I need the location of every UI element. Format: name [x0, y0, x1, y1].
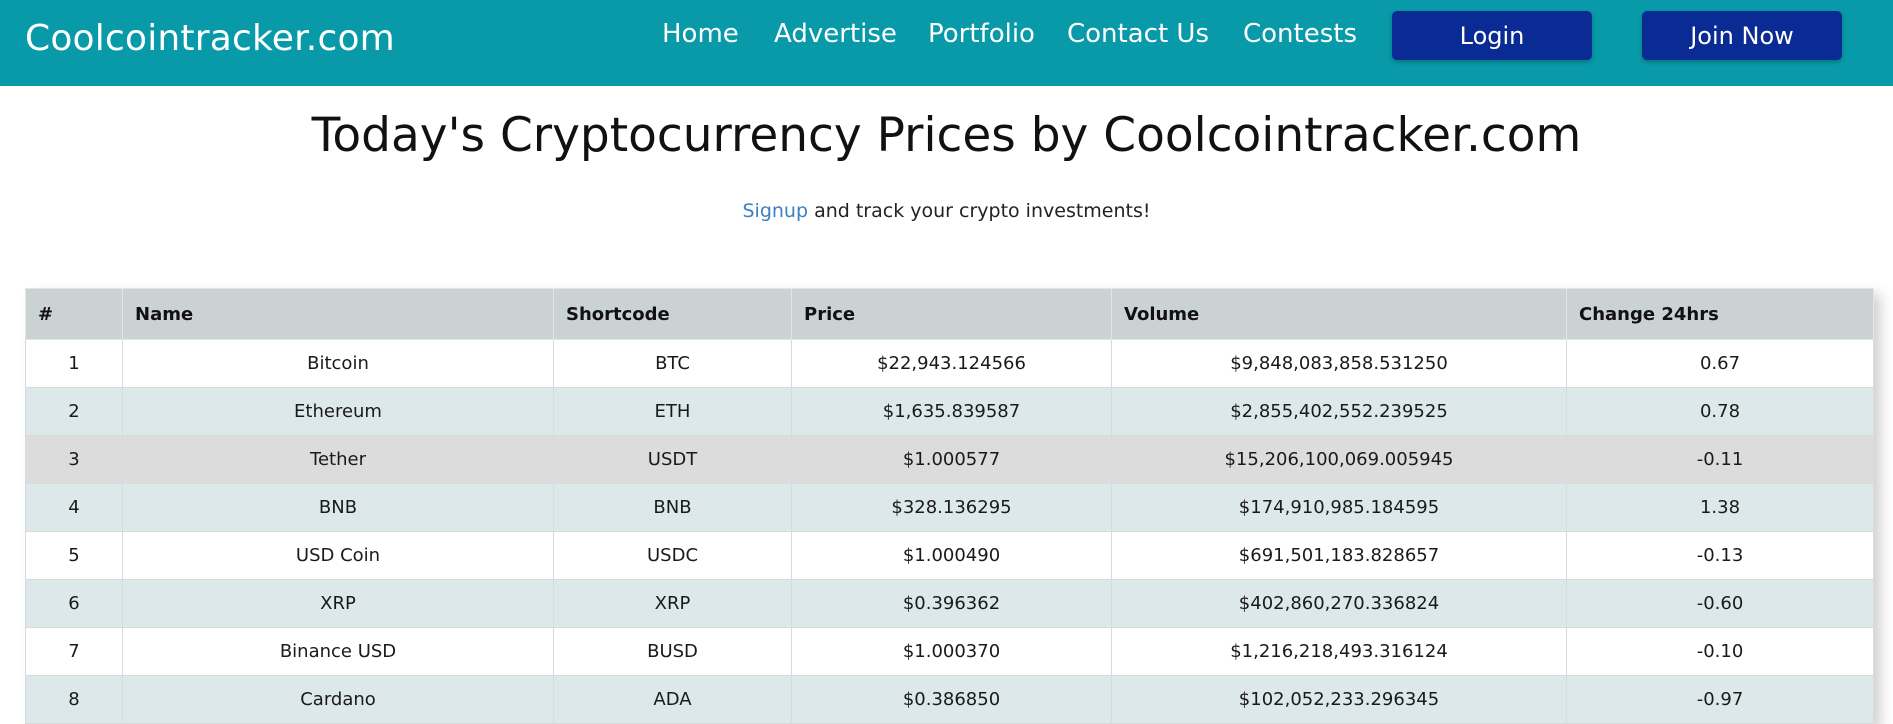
top-navbar: Coolcointracker.com Home Advertise Portf…: [0, 0, 1893, 86]
nav-link-portfolio[interactable]: Portfolio: [928, 19, 1035, 49]
cell-volume: $691,501,183.828657: [1111, 531, 1567, 580]
signup-prompt-text: and track your crypto investments!: [808, 200, 1151, 222]
cell-price: $1.000577: [791, 435, 1112, 484]
nav-link-contact-us[interactable]: Contact Us: [1067, 19, 1209, 49]
cell-shortcode: BUSD: [553, 627, 792, 676]
table-row[interactable]: 5 USD Coin USDC $1.000490 $691,501,183.8…: [25, 531, 1874, 580]
cell-price: $0.396362: [791, 579, 1112, 628]
column-header-change-24hrs[interactable]: Change 24hrs: [1566, 288, 1874, 340]
cell-volume: $174,910,985.184595: [1111, 483, 1567, 532]
cell-change-24hrs: 1.38: [1566, 483, 1874, 532]
cell-shortcode: BNB: [553, 483, 792, 532]
cell-change-24hrs: 0.78: [1566, 387, 1874, 436]
cell-rank: 5: [25, 531, 123, 580]
cell-rank: 7: [25, 627, 123, 676]
nav-link-contests[interactable]: Contests: [1243, 19, 1358, 49]
cell-price: $1,635.839587: [791, 387, 1112, 436]
cell-volume: $2,855,402,552.239525: [1111, 387, 1567, 436]
table-row[interactable]: 4 BNB BNB $328.136295 $174,910,985.18459…: [25, 483, 1874, 532]
cell-change-24hrs: -0.10: [1566, 627, 1874, 676]
nav-link-advertise[interactable]: Advertise: [774, 19, 897, 49]
cell-price: $1.000370: [791, 627, 1112, 676]
nav-link-home[interactable]: Home: [662, 19, 739, 49]
column-header-volume[interactable]: Volume: [1111, 288, 1567, 340]
table-header-row: # Name Shortcode Price Volume Change 24h…: [25, 288, 1874, 340]
cell-volume: $15,206,100,069.005945: [1111, 435, 1567, 484]
table-row[interactable]: 7 Binance USD BUSD $1.000370 $1,216,218,…: [25, 627, 1874, 676]
table-row[interactable]: 2 Ethereum ETH $1,635.839587 $2,855,402,…: [25, 387, 1874, 436]
table-row[interactable]: 3 Tether USDT $1.000577 $15,206,100,069.…: [25, 435, 1874, 484]
cell-shortcode: USDT: [553, 435, 792, 484]
cell-change-24hrs: 0.67: [1566, 339, 1874, 388]
cell-change-24hrs: -0.11: [1566, 435, 1874, 484]
cell-price: $22,943.124566: [791, 339, 1112, 388]
cell-name: BNB: [122, 483, 554, 532]
join-now-button[interactable]: Join Now: [1642, 11, 1842, 60]
signup-link[interactable]: Signup: [742, 200, 809, 222]
brand-logo-text[interactable]: Coolcointracker.com: [25, 18, 395, 59]
cell-volume: $1,216,218,493.316124: [1111, 627, 1567, 676]
column-header-rank[interactable]: #: [25, 288, 123, 340]
table-row[interactable]: 1 Bitcoin BTC $22,943.124566 $9,848,083,…: [25, 339, 1874, 388]
column-header-name[interactable]: Name: [122, 288, 554, 340]
cell-price: $328.136295: [791, 483, 1112, 532]
column-header-shortcode[interactable]: Shortcode: [553, 288, 792, 340]
cell-name: Tether: [122, 435, 554, 484]
cell-name: Ethereum: [122, 387, 554, 436]
cell-rank: 1: [25, 339, 123, 388]
cell-rank: 3: [25, 435, 123, 484]
cell-name: Bitcoin: [122, 339, 554, 388]
cell-name: XRP: [122, 579, 554, 628]
cell-change-24hrs: -0.60: [1566, 579, 1874, 628]
cell-price: $1.000490: [791, 531, 1112, 580]
table-row[interactable]: 6 XRP XRP $0.396362 $402,860,270.336824 …: [25, 579, 1874, 628]
cell-volume: $402,860,270.336824: [1111, 579, 1567, 628]
signup-prompt: Signup and track your crypto investments…: [0, 200, 1893, 222]
crypto-prices-table-container: # Name Shortcode Price Volume Change 24h…: [25, 288, 1874, 724]
cell-change-24hrs: -0.13: [1566, 531, 1874, 580]
cell-shortcode: ETH: [553, 387, 792, 436]
cell-volume: $9,848,083,858.531250: [1111, 339, 1567, 388]
page-title: Today's Cryptocurrency Prices by Coolcoi…: [311, 108, 1582, 163]
cell-shortcode: BTC: [553, 339, 792, 388]
column-header-price[interactable]: Price: [791, 288, 1112, 340]
cell-rank: 4: [25, 483, 123, 532]
cell-rank: 2: [25, 387, 123, 436]
cell-name: USD Coin: [122, 531, 554, 580]
cell-shortcode: USDC: [553, 531, 792, 580]
cell-name: Binance USD: [122, 627, 554, 676]
crypto-prices-table: # Name Shortcode Price Volume Change 24h…: [25, 288, 1874, 724]
login-button[interactable]: Login: [1392, 11, 1592, 60]
cell-shortcode: XRP: [553, 579, 792, 628]
cell-rank: 6: [25, 579, 123, 628]
